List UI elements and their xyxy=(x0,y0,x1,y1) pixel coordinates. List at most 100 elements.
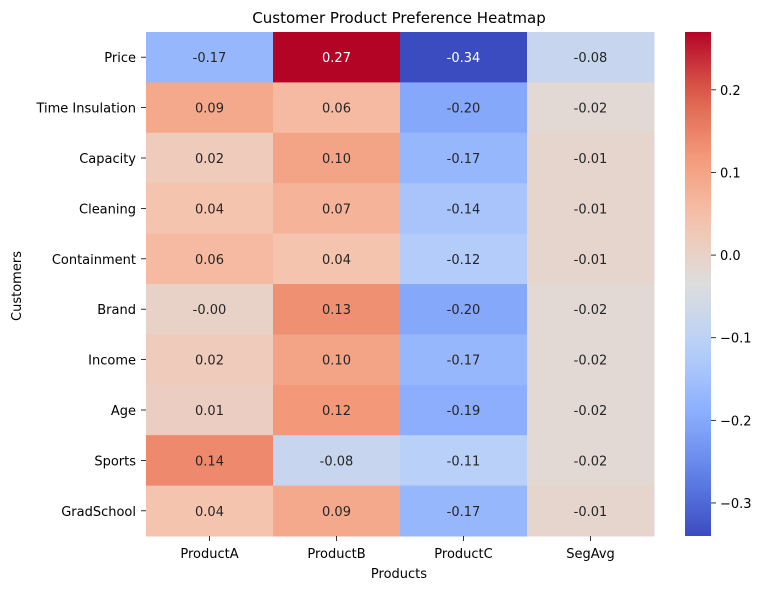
colorbar: 0.2 0.1 0.0 −0.1 −0.2 −0.3 xyxy=(685,32,752,536)
cell-value-label: -0.02 xyxy=(574,102,608,117)
cell-value-label: -0.11 xyxy=(447,454,481,469)
heatmap-cell xyxy=(146,384,274,436)
cell-value-label: -0.01 xyxy=(574,505,608,520)
heatmap-cell xyxy=(400,435,528,487)
column-tick-label: SegAvg xyxy=(566,547,615,562)
heatmap-cell xyxy=(400,183,528,235)
row-tick-label: Sports xyxy=(94,454,136,469)
cell-value-label: -0.20 xyxy=(447,102,481,117)
heatmap-cell xyxy=(527,132,655,184)
cell-value-label: 0.10 xyxy=(322,152,351,167)
cell-value-label: -0.02 xyxy=(574,454,608,469)
cell-value-label: -0.12 xyxy=(447,253,481,268)
column-tick-label: ProductB xyxy=(307,547,365,562)
heatmap-cell xyxy=(273,82,401,134)
cell-value-label: -0.08 xyxy=(574,51,608,66)
heatmap-cell xyxy=(400,384,528,436)
row-tick-label: Age xyxy=(111,404,136,419)
heatmap-cells xyxy=(146,32,655,537)
cell-value-label: 0.01 xyxy=(195,404,224,419)
row-tick-label: GradSchool xyxy=(61,505,136,520)
heatmap-cell xyxy=(273,334,401,386)
cell-value-label: 0.06 xyxy=(322,102,351,117)
cell-value-label: -0.02 xyxy=(574,354,608,369)
heatmap-cell xyxy=(527,82,655,134)
heatmap-cell xyxy=(400,132,528,184)
cell-value-label: -0.01 xyxy=(574,253,608,268)
column-tick-label: ProductC xyxy=(434,547,492,562)
heatmap-cell xyxy=(400,334,528,386)
heatmap-cell xyxy=(146,132,274,184)
cell-value-label: -0.00 xyxy=(193,303,227,318)
heatmap-cell xyxy=(527,334,655,386)
cell-value-label: -0.17 xyxy=(447,354,481,369)
cell-value-label: -0.01 xyxy=(574,202,608,217)
cell-value-label: -0.02 xyxy=(574,404,608,419)
cell-value-label: -0.02 xyxy=(574,303,608,318)
cell-value-label: 0.07 xyxy=(322,202,351,217)
heatmap-cell xyxy=(273,32,401,83)
cell-value-label: 0.09 xyxy=(195,102,224,117)
row-tick-label: Brand xyxy=(97,303,136,318)
heatmap-cell-labels: -0.17 0.27 -0.34 -0.08 0.09 0.06 -0.20 -0.02 0.0… xyxy=(193,51,608,520)
cell-value-label: -0.20 xyxy=(447,303,481,318)
heatmap-cell xyxy=(273,384,401,436)
heatmap-cell xyxy=(146,284,274,335)
heatmap-cell xyxy=(400,32,528,83)
heatmap-cell xyxy=(146,183,274,235)
row-tick-label: Capacity xyxy=(79,152,136,167)
row-tick-label: Containment xyxy=(52,253,136,268)
cell-value-label: 0.02 xyxy=(195,152,224,167)
heatmap-cell xyxy=(527,233,655,285)
cell-value-label: 0.13 xyxy=(322,303,351,318)
heatmap-cell xyxy=(527,435,655,487)
cell-value-label: 0.12 xyxy=(322,404,351,419)
cell-value-label: -0.08 xyxy=(320,454,354,469)
cell-value-label: 0.04 xyxy=(195,505,224,520)
cell-value-label: 0.09 xyxy=(322,505,351,520)
y-axis-label: Customers xyxy=(10,251,25,321)
heatmap-cell xyxy=(527,485,655,537)
cell-value-label: 0.04 xyxy=(195,202,224,217)
colorbar-tick-label: 0.1 xyxy=(720,166,741,181)
cell-value-label: -0.17 xyxy=(447,152,481,167)
row-tick-labels: Price Time Insulation Capacity Cleaning Cont… xyxy=(35,51,146,520)
heatmap-cell xyxy=(273,233,401,285)
cell-value-label: 0.10 xyxy=(322,354,351,369)
heatmap-cell xyxy=(273,485,401,537)
heatmap-cell xyxy=(400,233,528,285)
heatmap-cell xyxy=(400,485,528,537)
heatmap-cell xyxy=(273,284,401,335)
colorbar-tick-label: −0.1 xyxy=(720,332,752,347)
heatmap-cell xyxy=(146,32,274,83)
heatmap-cell xyxy=(273,183,401,235)
colorbar-tick-label: −0.3 xyxy=(720,497,752,512)
heatmap-cell xyxy=(146,334,274,386)
column-tick-labels: ProductA ProductB ProductC SegAvg xyxy=(180,536,615,562)
heatmap-cell xyxy=(400,82,528,134)
heatmap-cell xyxy=(146,82,274,134)
heatmap-cell xyxy=(273,435,401,487)
colorbar-gradient xyxy=(685,32,711,536)
x-axis-label: Products xyxy=(371,567,427,582)
chart-title: Customer Product Preference Heatmap xyxy=(252,9,545,27)
cell-value-label: -0.01 xyxy=(574,152,608,167)
column-tick-label: ProductA xyxy=(180,547,238,562)
cell-value-label: -0.34 xyxy=(447,51,481,66)
heatmap-cell xyxy=(527,183,655,235)
colorbar-tick-label: 0.0 xyxy=(720,249,741,264)
heatmap-cell xyxy=(527,384,655,436)
heatmap-cell xyxy=(527,284,655,335)
row-tick-label: Price xyxy=(104,51,136,66)
cell-value-label: 0.06 xyxy=(195,253,224,268)
colorbar-tick-label: −0.2 xyxy=(720,414,752,429)
cell-value-label: 0.04 xyxy=(322,253,351,268)
colorbar-tick-label: 0.2 xyxy=(720,84,741,99)
cell-value-label: 0.27 xyxy=(322,51,351,66)
heatmap-cell xyxy=(527,32,655,83)
heatmap-cell xyxy=(146,485,274,537)
heatmap-cell xyxy=(146,233,274,285)
heatmap-cell xyxy=(400,284,528,335)
cell-value-label: 0.14 xyxy=(195,454,224,469)
